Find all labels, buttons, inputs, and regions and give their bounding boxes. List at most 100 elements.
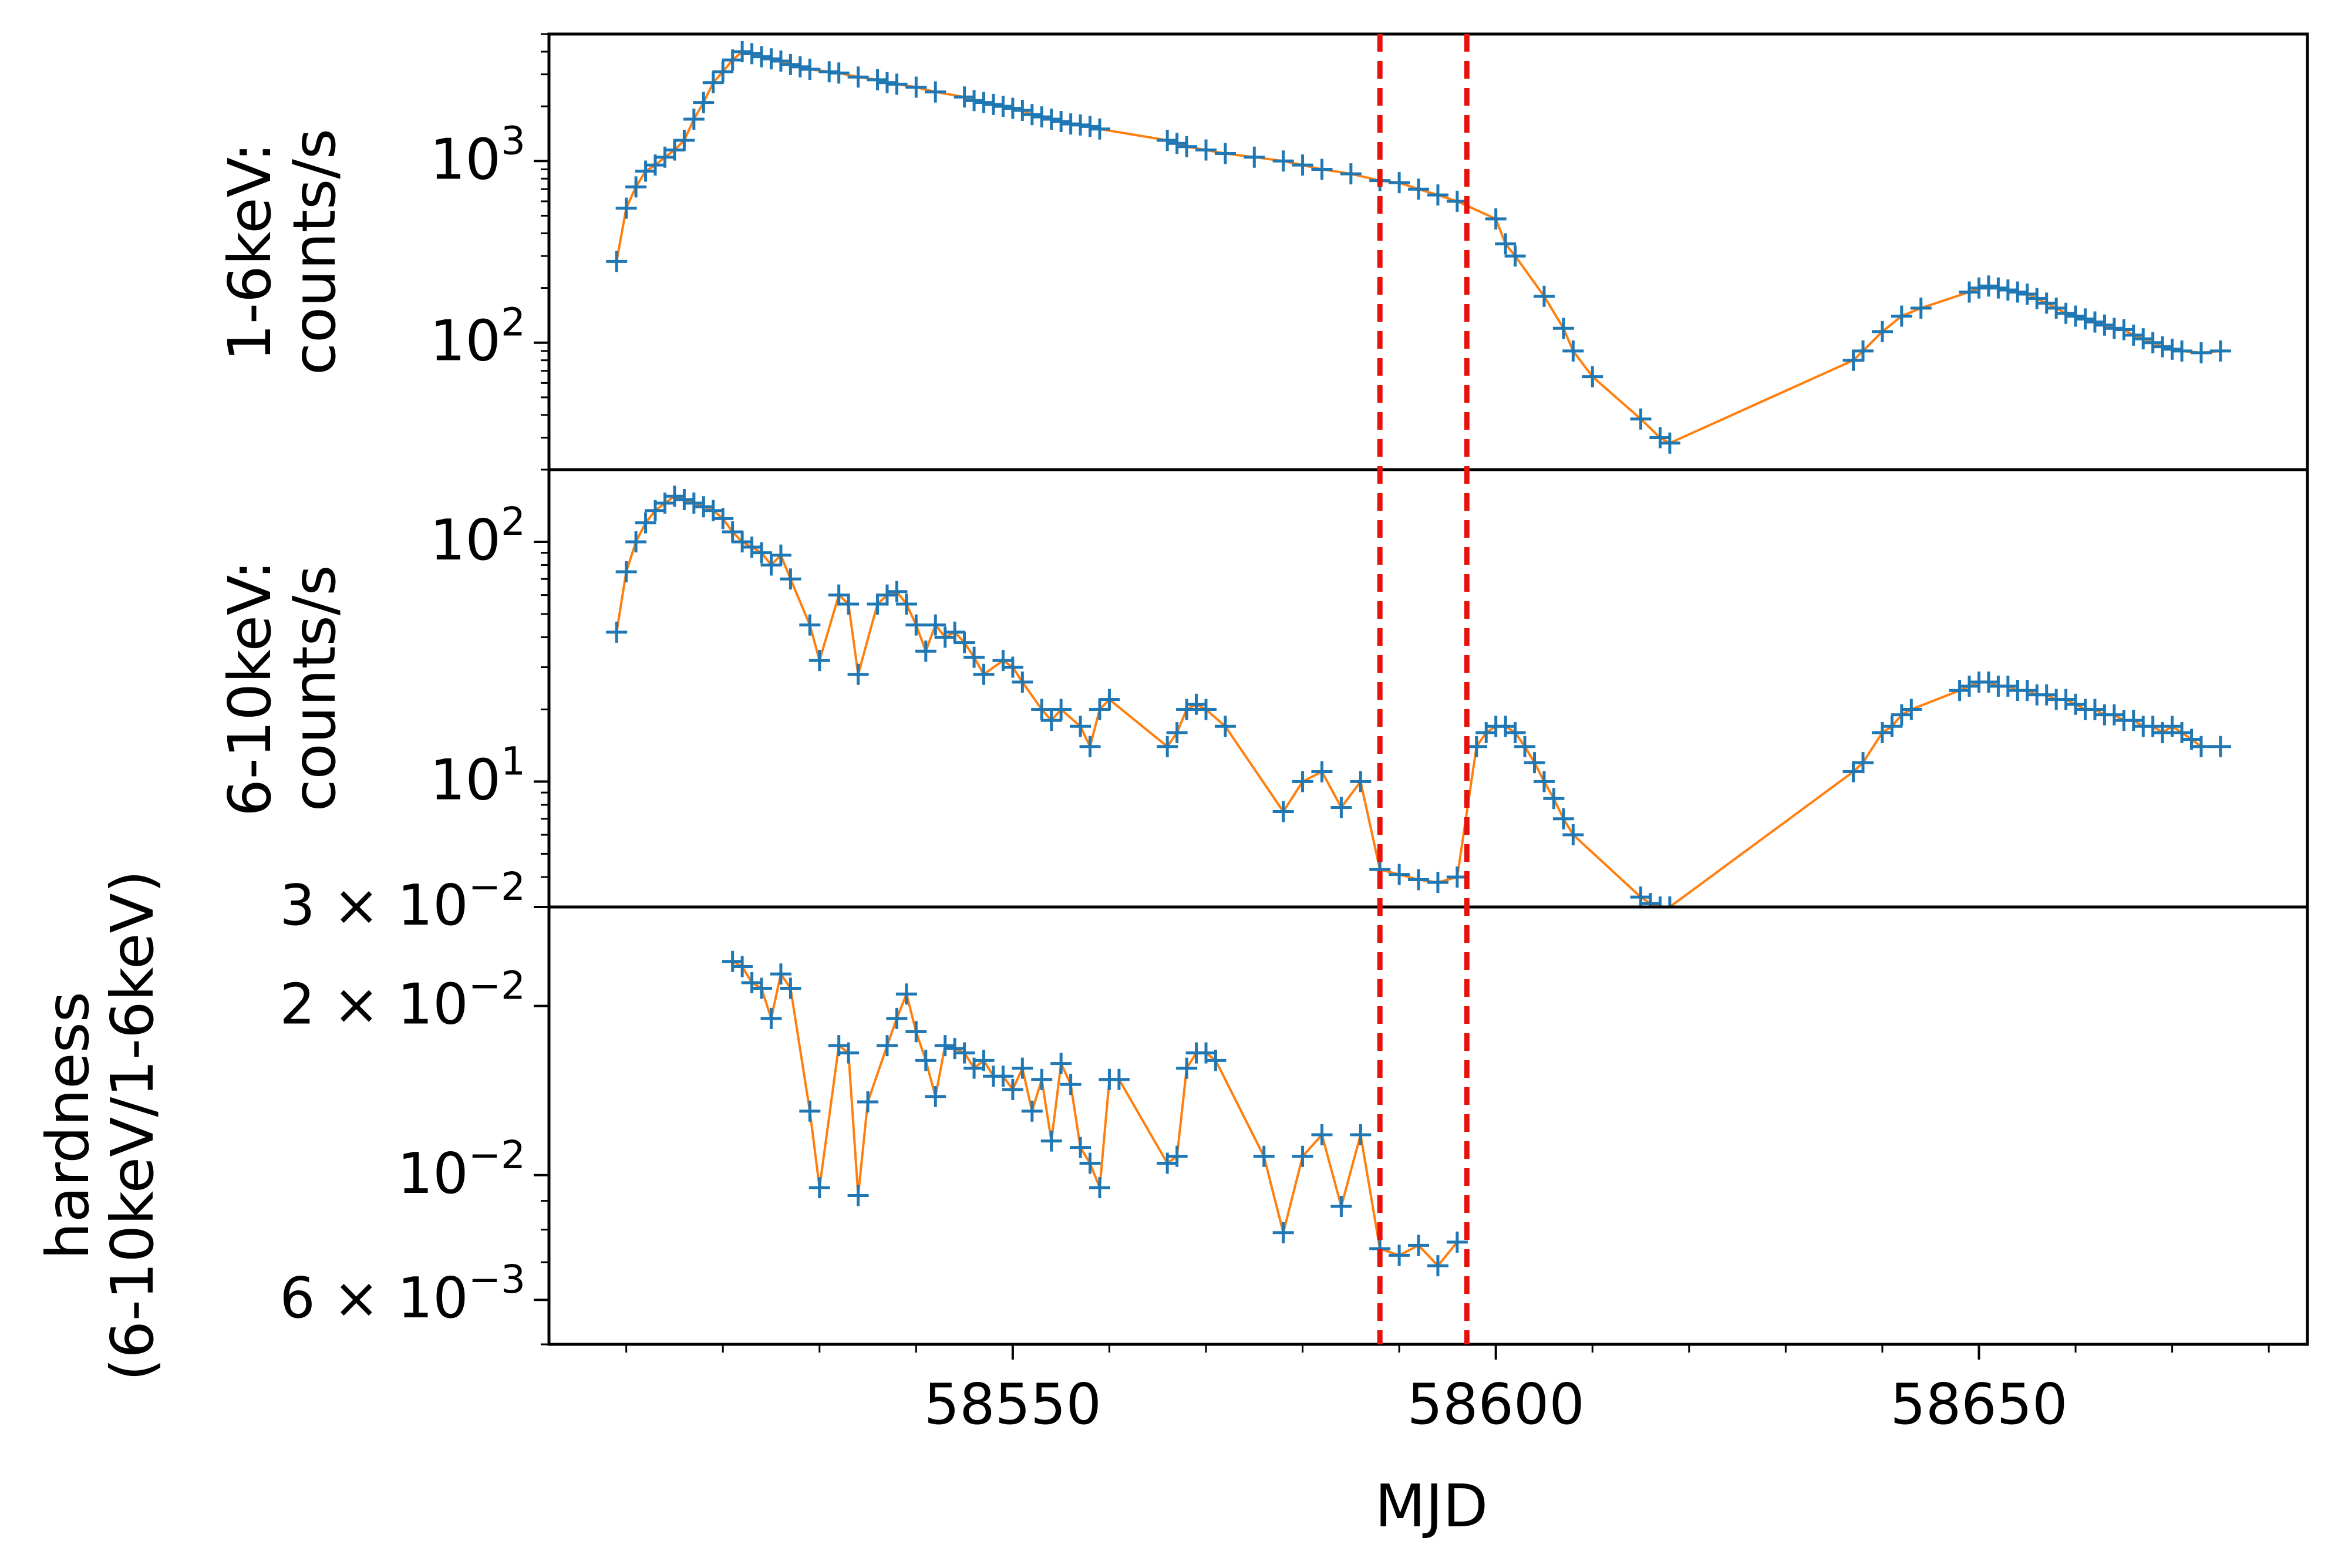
data-point — [606, 251, 628, 272]
x-tick-label: 58600 — [1407, 1373, 1585, 1437]
data-point — [1166, 133, 1188, 154]
data-point — [673, 489, 695, 511]
data-point — [1040, 1130, 1062, 1152]
data-point — [915, 1050, 936, 1071]
panel-hard-data — [606, 485, 2231, 907]
data-point — [1157, 130, 1178, 151]
data-point — [1514, 736, 1536, 757]
data-point — [2016, 680, 2038, 702]
data-point — [1272, 801, 1294, 822]
data-point — [1350, 1124, 1372, 1145]
data-point — [693, 92, 715, 113]
data-point — [2055, 302, 2077, 324]
data-point — [1060, 1074, 1082, 1095]
data-point — [1070, 114, 1091, 136]
data-point — [1292, 154, 1313, 176]
x-tick-label: 58650 — [1890, 1373, 2067, 1437]
data-point — [799, 58, 821, 80]
data-point — [1330, 1195, 1352, 1217]
data-point — [2074, 308, 2096, 330]
data-point — [712, 508, 734, 530]
data-point — [1427, 1255, 1448, 1277]
data-point — [1659, 896, 1680, 907]
y-tick-label: 2 × 10−2 — [279, 963, 525, 1037]
data-point — [760, 554, 782, 576]
data-point — [2026, 288, 2048, 309]
data-point — [760, 1007, 782, 1029]
data-point — [1002, 1078, 1023, 1100]
data-point — [1524, 752, 1545, 774]
data-point — [847, 1185, 869, 1206]
data-point — [905, 614, 927, 636]
data-point — [954, 86, 975, 108]
panel-hardness-data — [722, 950, 1468, 1277]
data-point — [2065, 305, 2087, 327]
data-point — [963, 646, 985, 668]
data-point — [1350, 771, 1372, 793]
data-point — [1562, 824, 1584, 846]
data-point — [2113, 319, 2135, 340]
data-point — [2036, 684, 2057, 706]
x-axis-label: MJD — [1375, 1472, 1488, 1540]
data-point — [1195, 699, 1217, 720]
data-point — [2123, 324, 2144, 346]
data-point — [828, 584, 850, 606]
data-point — [1166, 1145, 1188, 1167]
data-point — [780, 977, 801, 999]
data-point — [1040, 108, 1062, 130]
data-point — [905, 1021, 927, 1043]
data-point — [1389, 172, 1410, 194]
data-point — [838, 594, 860, 615]
panel-hardness-ticks: 6 × 10−3 10−2 2 × 10−2 3 × 10−2 — [279, 864, 549, 1346]
data-point — [673, 130, 695, 151]
data-point — [808, 650, 830, 672]
y-tick-label: 102 — [430, 499, 525, 573]
data-point — [1552, 808, 1574, 829]
data-point — [838, 1042, 860, 1064]
data-point — [1881, 716, 1903, 737]
data-point — [615, 561, 637, 582]
data-point — [712, 61, 734, 83]
data-point — [1959, 675, 1980, 697]
data-point — [1292, 771, 1313, 793]
data-point — [1649, 427, 1671, 449]
data-point — [1949, 680, 1970, 702]
data-point — [1244, 146, 1265, 168]
data-point — [973, 92, 995, 113]
data-point — [770, 50, 791, 72]
panel-soft-data — [606, 41, 2231, 454]
data-point — [2190, 736, 2212, 757]
data-point — [1427, 872, 1448, 893]
data-point — [1205, 1050, 1227, 1071]
data-point — [808, 1177, 830, 1199]
data-point — [2142, 332, 2164, 353]
data-point — [1649, 896, 1671, 907]
data-point — [760, 48, 782, 70]
data-point — [663, 139, 685, 161]
data-point — [2016, 284, 2038, 305]
data-point — [1272, 150, 1294, 172]
data-point — [2209, 340, 2231, 362]
data-point — [1166, 722, 1188, 744]
data-point — [732, 956, 753, 977]
data-point — [1910, 297, 1932, 319]
data-point — [925, 1085, 946, 1107]
y-tick-label: 101 — [430, 739, 525, 812]
data-point — [1997, 675, 2019, 697]
data-point — [934, 1035, 956, 1057]
y-tick-label: 102 — [430, 300, 525, 374]
data-point — [963, 90, 985, 112]
data-point — [1977, 275, 1999, 297]
data-point — [1002, 656, 1023, 678]
data-point — [1079, 1152, 1101, 1174]
data-point — [1311, 1124, 1333, 1145]
data-point — [1485, 208, 1507, 230]
data-point — [2132, 328, 2154, 350]
data-point — [1157, 736, 1178, 757]
data-point — [1253, 1145, 1275, 1167]
data-point — [1031, 106, 1053, 128]
data-point — [1176, 136, 1198, 157]
data-point — [799, 614, 821, 636]
data-point — [1977, 671, 1999, 693]
data-point — [732, 41, 753, 62]
